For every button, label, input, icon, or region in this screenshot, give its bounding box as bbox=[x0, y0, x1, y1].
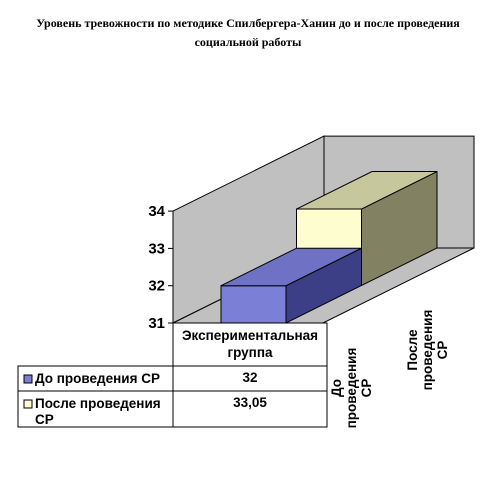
depth-label-line: До bbox=[329, 379, 344, 397]
data-label: 32 bbox=[242, 370, 257, 385]
bar-top-face bbox=[220, 247, 362, 287]
legend-swatch bbox=[23, 399, 33, 409]
chart-title: Уровень тревожности по методике Спилберг… bbox=[36, 16, 460, 49]
y-tick-label: 34 bbox=[148, 203, 165, 220]
bar-front-face bbox=[220, 285, 287, 324]
y-tick-label: 33 bbox=[148, 240, 165, 257]
depth-label-line: проведения bbox=[420, 310, 435, 391]
legend-swatch bbox=[23, 374, 33, 384]
depth-label: После проведения СР bbox=[405, 310, 450, 391]
depth-label-line: СР bbox=[435, 341, 450, 360]
depth-label-line: проведения bbox=[344, 348, 359, 429]
category-label: группа bbox=[227, 345, 273, 360]
y-tick-label: 32 bbox=[148, 278, 165, 295]
category-label: Экспериментальная bbox=[182, 328, 318, 343]
depth-label: До проведения СР bbox=[329, 348, 374, 429]
depth-label-line: СР bbox=[359, 379, 374, 398]
data-label: 33,05 bbox=[233, 395, 267, 410]
value-cell bbox=[172, 390, 328, 428]
bar-top-face bbox=[296, 171, 438, 210]
y-axis: 31 32 33 34 bbox=[148, 203, 174, 332]
depth-label-line: После bbox=[405, 329, 420, 371]
legend-label: После проведения bbox=[35, 396, 161, 411]
legend-label: До проведения СР bbox=[35, 371, 160, 386]
bars bbox=[220, 170, 438, 324]
y-tick-label: 31 bbox=[148, 315, 165, 332]
data-table: Экспериментальная группа До проведения СР 3… bbox=[17, 322, 328, 428]
legend-label: СР bbox=[35, 412, 54, 427]
